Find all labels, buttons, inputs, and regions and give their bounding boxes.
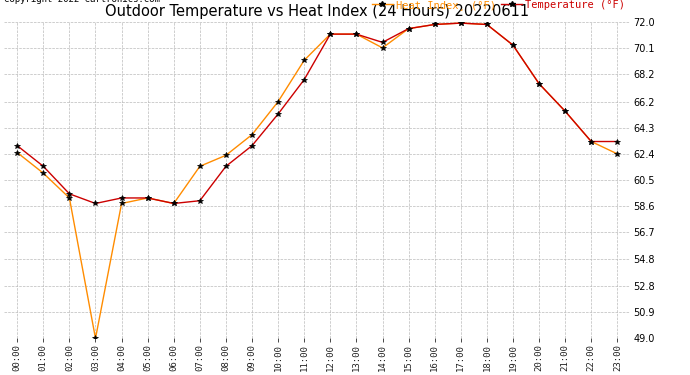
Title: Outdoor Temperature vs Heat Index (24 Hours) 20220611: Outdoor Temperature vs Heat Index (24 Ho… — [105, 4, 529, 19]
Legend: Heat Index¸ (°F), Temperature (°F): Heat Index¸ (°F), Temperature (°F) — [372, 0, 625, 10]
Text: Copyright 2022 Cartronics.com: Copyright 2022 Cartronics.com — [4, 0, 160, 4]
